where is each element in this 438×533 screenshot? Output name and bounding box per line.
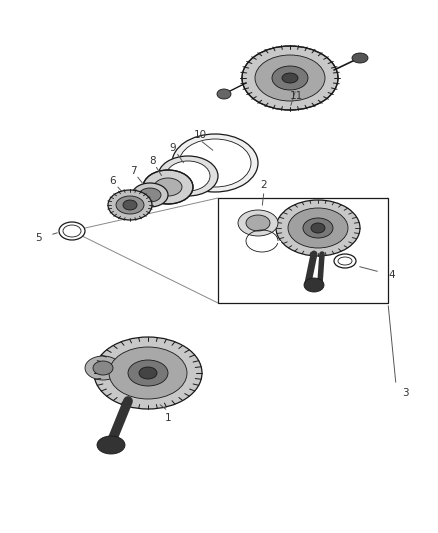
- Ellipse shape: [276, 200, 360, 256]
- Ellipse shape: [352, 53, 368, 63]
- Ellipse shape: [128, 360, 168, 386]
- Text: 1: 1: [165, 413, 171, 423]
- Ellipse shape: [172, 134, 258, 192]
- Text: 9: 9: [170, 143, 177, 153]
- Text: 8: 8: [150, 156, 156, 166]
- Ellipse shape: [179, 139, 251, 187]
- Text: 10: 10: [194, 130, 207, 140]
- Ellipse shape: [123, 200, 137, 210]
- Ellipse shape: [132, 183, 168, 207]
- Ellipse shape: [139, 367, 157, 379]
- Text: 6: 6: [110, 176, 117, 186]
- Ellipse shape: [334, 254, 356, 268]
- Text: 2: 2: [261, 180, 267, 190]
- Ellipse shape: [85, 356, 121, 380]
- Ellipse shape: [246, 215, 270, 231]
- Ellipse shape: [143, 170, 193, 204]
- Text: 11: 11: [290, 91, 303, 101]
- Ellipse shape: [304, 278, 324, 292]
- Ellipse shape: [109, 347, 187, 399]
- Ellipse shape: [154, 178, 182, 196]
- Ellipse shape: [93, 361, 113, 375]
- Ellipse shape: [59, 222, 85, 240]
- Text: 5: 5: [35, 233, 41, 243]
- Ellipse shape: [108, 190, 152, 220]
- Text: 3: 3: [402, 388, 408, 398]
- Ellipse shape: [311, 223, 325, 233]
- Ellipse shape: [255, 55, 325, 101]
- Bar: [218, 198, 388, 303]
- Ellipse shape: [272, 66, 308, 90]
- Ellipse shape: [303, 218, 333, 238]
- Ellipse shape: [158, 156, 218, 196]
- Ellipse shape: [139, 188, 161, 202]
- Ellipse shape: [97, 436, 125, 454]
- Ellipse shape: [217, 89, 231, 99]
- Ellipse shape: [238, 210, 278, 236]
- Ellipse shape: [116, 196, 144, 214]
- Text: 4: 4: [389, 270, 396, 280]
- Ellipse shape: [242, 46, 338, 110]
- Text: 7: 7: [130, 166, 136, 176]
- Ellipse shape: [94, 337, 202, 409]
- Ellipse shape: [338, 257, 352, 265]
- Ellipse shape: [63, 225, 81, 237]
- Ellipse shape: [282, 73, 298, 83]
- Ellipse shape: [288, 208, 348, 248]
- Ellipse shape: [166, 161, 210, 191]
